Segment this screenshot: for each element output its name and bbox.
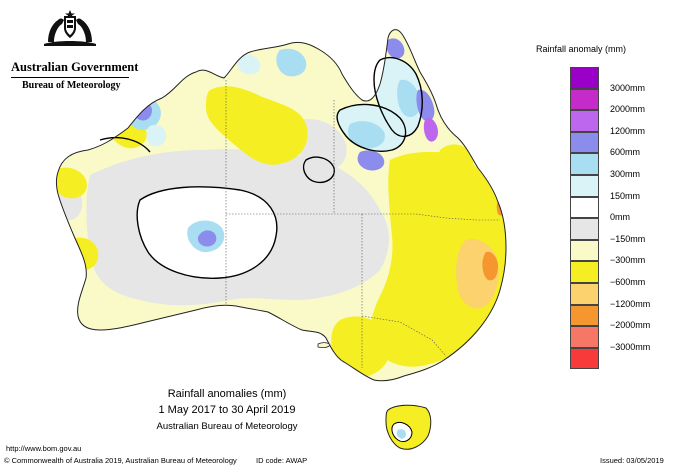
legend-swatch bbox=[570, 326, 599, 348]
coat-of-arms-icon bbox=[44, 10, 96, 46]
legend-label: 3000mm bbox=[610, 82, 646, 93]
kangaroo-island bbox=[317, 342, 331, 348]
legend-label: −2000mm bbox=[610, 320, 651, 331]
map-title: Rainfall anomalies (mm) bbox=[167, 388, 287, 400]
state-borders bbox=[225, 80, 500, 368]
legend-swatch bbox=[570, 153, 599, 175]
legend-swatch bbox=[570, 67, 599, 89]
copyright-notice: © Commonwealth of Australia 2019, Austra… bbox=[4, 456, 237, 465]
legend-swatch bbox=[570, 283, 599, 305]
legend-swatch bbox=[570, 239, 599, 262]
legend-label: 0mm bbox=[610, 212, 630, 223]
legend-label: 300mm bbox=[610, 169, 641, 179]
legend-title: Rainfall anomaly (mm) bbox=[536, 44, 627, 54]
legend-label: −150mm bbox=[610, 233, 646, 244]
legend-label: −300mm bbox=[610, 255, 646, 266]
legend-swatch bbox=[570, 131, 599, 154]
legend-label: −3000mm bbox=[610, 341, 651, 352]
legend-swatch bbox=[570, 218, 599, 240]
legend-swatch bbox=[570, 261, 599, 283]
zero-contours bbox=[99, 56, 423, 279]
legend-label: 600mm bbox=[610, 147, 641, 158]
mainland-outline bbox=[56, 29, 507, 382]
map-source: Australian Bureau of Meteorology bbox=[156, 421, 298, 432]
website-link[interactable]: http://www.bom.gov.au bbox=[6, 444, 82, 453]
legend-label: −600mm bbox=[610, 277, 646, 287]
legend-label: 1200mm bbox=[610, 125, 646, 136]
legend-swatch bbox=[570, 88, 599, 111]
anomaly-regions bbox=[56, 38, 506, 377]
government-name: Australian Government bbox=[11, 60, 139, 74]
legend-swatch bbox=[570, 110, 599, 132]
legend-label: −1200mm bbox=[610, 298, 651, 309]
bureau-name: Bureau of Meteorology bbox=[22, 80, 121, 91]
legend-label: 150mm bbox=[610, 190, 641, 201]
legend-swatch bbox=[570, 347, 599, 370]
legend-swatch bbox=[570, 175, 599, 197]
legend-swatch bbox=[570, 196, 599, 219]
tasmania bbox=[385, 404, 432, 450]
date-range: 1 May 2017 to 30 April 2019 bbox=[158, 404, 296, 416]
legend-swatch bbox=[570, 304, 599, 327]
header-divider bbox=[11, 77, 129, 78]
issued-date: Issued: 03/05/2019 bbox=[600, 456, 664, 465]
id-code: ID code: AWAP bbox=[256, 456, 308, 465]
legend-label: 2000mm bbox=[610, 104, 646, 115]
